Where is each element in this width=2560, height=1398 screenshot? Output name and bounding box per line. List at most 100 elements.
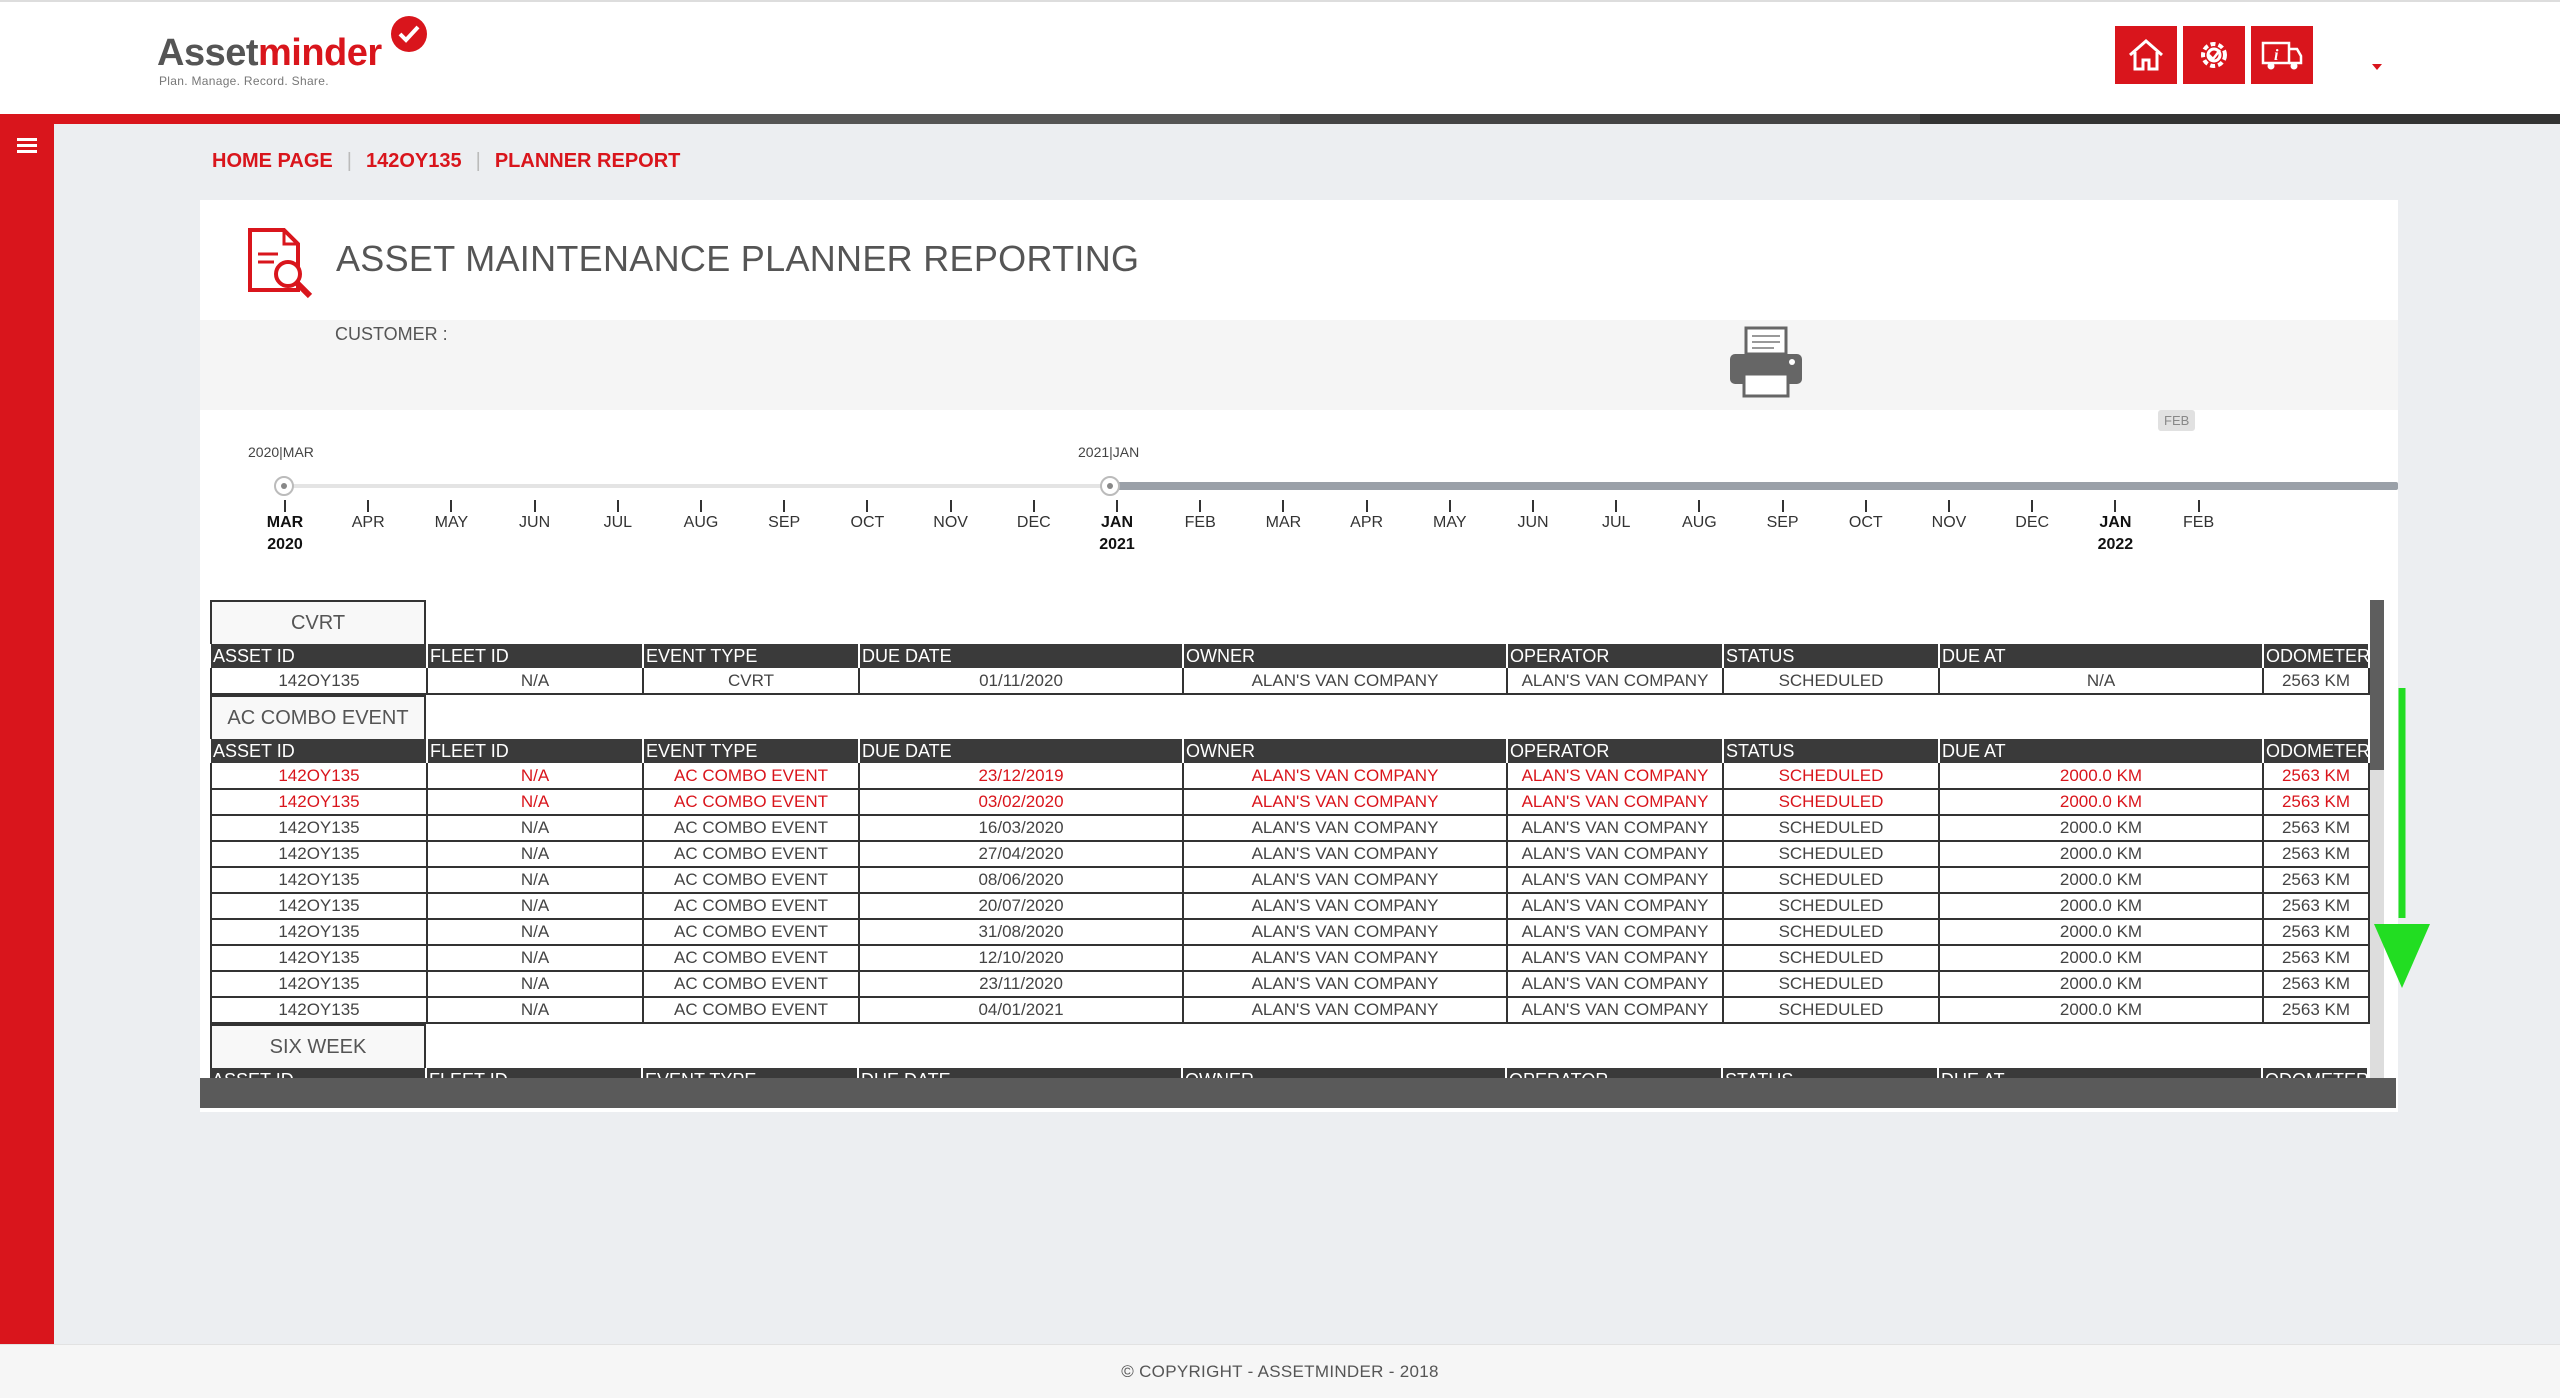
table-cell: 2563 KM bbox=[2262, 997, 2370, 1024]
column-header[interactable]: DUE AT bbox=[1939, 644, 2264, 668]
column-header[interactable]: STATUS bbox=[1723, 739, 1940, 763]
column-header[interactable]: DUE AT bbox=[1938, 1068, 2263, 1078]
column-header[interactable]: ODOMETER bbox=[2263, 644, 2370, 668]
table-cell: N/A bbox=[426, 971, 644, 998]
home-button[interactable] bbox=[2115, 26, 2177, 84]
table-row[interactable]: 142OY135 N/A AC COMBO EVENT 04/01/2021 ALAN'… bbox=[210, 997, 2370, 1024]
table-cell: 2000.0 KM bbox=[1938, 893, 2264, 920]
table-cell: 2563 KM bbox=[2262, 763, 2370, 790]
event-group-label: CVRT bbox=[210, 600, 426, 644]
table-cell: 2563 KM bbox=[2262, 971, 2370, 998]
planner-table-area[interactable]: CVRT ASSET ID FLEET ID EVENT TYPE DUE DATE OW… bbox=[210, 600, 2370, 1078]
table-cell: 2000.0 KM bbox=[1938, 919, 2264, 946]
table-cell: SCHEDULED bbox=[1722, 815, 1940, 842]
table-row[interactable]: 142OY135 N/A AC COMBO EVENT 23/11/2020 ALAN'… bbox=[210, 971, 2370, 998]
table-cell: 2000.0 KM bbox=[1938, 945, 2264, 972]
table-cell: 2563 KM bbox=[2262, 867, 2370, 894]
timeline-tick bbox=[616, 500, 619, 512]
table-cell: 2563 KM bbox=[2262, 815, 2370, 842]
column-header[interactable]: OPERATOR bbox=[1507, 739, 1724, 763]
timeline-tick bbox=[1948, 500, 1950, 512]
timeline-month-label: AUG bbox=[683, 514, 719, 531]
timeline-tick bbox=[949, 500, 952, 512]
table-cell: ALAN'S VAN COMPANY bbox=[1182, 971, 1508, 998]
table-row[interactable]: 142OY135 N/A AC COMBO EVENT 20/07/2020 ALAN'… bbox=[210, 893, 2370, 920]
column-header[interactable]: DUE AT bbox=[1939, 739, 2264, 763]
column-header[interactable]: DUE DATE bbox=[858, 1068, 1183, 1078]
top-header: Assetminder Plan. Manage. Record. Share.… bbox=[0, 0, 2560, 114]
column-header[interactable]: DUE DATE bbox=[859, 644, 1184, 668]
breadcrumb-home[interactable]: HOME PAGE bbox=[212, 150, 333, 172]
table-row[interactable]: 142OY135 N/A AC COMBO EVENT 03/02/2020 ALAN'… bbox=[210, 789, 2370, 816]
column-header[interactable]: OPERATOR bbox=[1506, 1068, 1723, 1078]
table-row[interactable]: 142OY135 N/A AC COMBO EVENT 27/04/2020 ALAN'… bbox=[210, 841, 2370, 868]
column-header[interactable]: FLEET ID bbox=[427, 644, 644, 668]
vehicle-info-button[interactable]: i bbox=[2251, 26, 2313, 84]
table-cell: 142OY135 bbox=[210, 893, 428, 920]
table-row[interactable]: 142OY135 N/A AC COMBO EVENT 12/10/2020 ALAN'… bbox=[210, 945, 2370, 972]
column-header[interactable]: FLEET ID bbox=[427, 739, 644, 763]
column-header[interactable]: ASSET ID bbox=[211, 644, 428, 668]
timeline-month-label: SEP bbox=[1766, 514, 1799, 531]
table-cell: ALAN'S VAN COMPANY bbox=[1182, 841, 1508, 868]
column-header[interactable]: ASSET ID bbox=[211, 739, 428, 763]
table-cell: ALAN'S VAN COMPANY bbox=[1182, 815, 1508, 842]
timeline-year-label: 2020 bbox=[267, 536, 303, 553]
column-header[interactable]: ODOMETER bbox=[2262, 1068, 2369, 1078]
table-cell: 31/08/2020 bbox=[858, 919, 1184, 946]
column-header[interactable]: ODOMETER bbox=[2263, 739, 2370, 763]
user-menu-dropdown[interactable] bbox=[2372, 64, 2382, 70]
column-header[interactable]: ASSET ID bbox=[210, 1068, 427, 1078]
timeline-end-handle[interactable] bbox=[1100, 476, 1120, 496]
assetminder-logo[interactable]: Assetminder Plan. Manage. Record. Share. bbox=[157, 16, 447, 96]
column-header[interactable]: EVENT TYPE bbox=[643, 644, 860, 668]
table-cell: ALAN'S VAN COMPANY bbox=[1506, 789, 1724, 816]
hamburger-menu-icon[interactable] bbox=[17, 138, 37, 154]
column-header[interactable]: STATUS bbox=[1723, 644, 1940, 668]
column-header[interactable]: OWNER bbox=[1182, 1068, 1507, 1078]
table-cell: ALAN'S VAN COMPANY bbox=[1506, 893, 1724, 920]
column-header[interactable]: DUE DATE bbox=[859, 739, 1184, 763]
table-cell: AC COMBO EVENT bbox=[642, 997, 860, 1024]
column-header[interactable]: EVENT TYPE bbox=[643, 739, 860, 763]
table-row[interactable]: 142OY135 N/A AC COMBO EVENT 31/08/2020 ALAN'… bbox=[210, 919, 2370, 946]
table-row[interactable]: 142OY135 N/A AC COMBO EVENT 23/12/2019 ALAN'… bbox=[210, 763, 2370, 790]
table-cell: 142OY135 bbox=[210, 867, 428, 894]
breadcrumb: HOME PAGE | 142OY135 | PLANNER REPORT bbox=[212, 150, 681, 172]
timeline-tick bbox=[1199, 500, 1202, 512]
horizontal-scrollbar[interactable] bbox=[200, 1078, 2396, 1108]
table-cell: ALAN'S VAN COMPANY bbox=[1506, 841, 1724, 868]
table-cell: ALAN'S VAN COMPANY bbox=[1506, 668, 1724, 695]
column-header[interactable]: OPERATOR bbox=[1507, 644, 1724, 668]
table-cell: AC COMBO EVENT bbox=[642, 789, 860, 816]
table-cell: 142OY135 bbox=[210, 841, 428, 868]
service-button[interactable] bbox=[2183, 26, 2245, 84]
timeline-month-label: MAY bbox=[1433, 514, 1467, 531]
column-header[interactable]: EVENT TYPE bbox=[642, 1068, 859, 1078]
printer-icon[interactable] bbox=[1726, 322, 1806, 402]
table-cell: 20/07/2020 bbox=[858, 893, 1184, 920]
timeline-start-handle[interactable] bbox=[274, 476, 294, 496]
column-header[interactable]: OWNER bbox=[1183, 739, 1508, 763]
vertical-scrollbar-thumb[interactable] bbox=[2370, 600, 2384, 770]
gear-service-icon bbox=[2201, 42, 2227, 68]
table-cell: ALAN'S VAN COMPANY bbox=[1506, 763, 1724, 790]
timeline-month-label: OCT bbox=[850, 514, 885, 531]
column-header[interactable]: FLEET ID bbox=[426, 1068, 643, 1078]
vertical-scrollbar[interactable] bbox=[2370, 600, 2384, 1078]
table-row[interactable]: 142OY135 N/A AC COMBO EVENT 08/06/2020 ALAN'… bbox=[210, 867, 2370, 894]
table-cell: 27/04/2020 bbox=[858, 841, 1184, 868]
table-cell: AC COMBO EVENT bbox=[642, 919, 860, 946]
breadcrumb-asset[interactable]: 142OY135 bbox=[365, 150, 462, 172]
table-row[interactable]: 142OY135 N/A CVRT 01/11/2020 ALAN'S VAN COMP… bbox=[210, 668, 2370, 695]
report-panel: ASSET MAINTENANCE PLANNER REPORTING CUST… bbox=[200, 200, 2398, 1112]
timeline-month-label: JUL bbox=[603, 514, 633, 531]
table-cell: ALAN'S VAN COMPANY bbox=[1506, 867, 1724, 894]
column-header[interactable]: STATUS bbox=[1722, 1068, 1939, 1078]
table-cell: 23/11/2020 bbox=[858, 971, 1184, 998]
table-row[interactable]: 142OY135 N/A AC COMBO EVENT 16/03/2020 ALAN'… bbox=[210, 815, 2370, 842]
table-cell: N/A bbox=[426, 763, 644, 790]
breadcrumb-current[interactable]: PLANNER REPORT bbox=[494, 150, 681, 172]
column-header[interactable]: OWNER bbox=[1183, 644, 1508, 668]
